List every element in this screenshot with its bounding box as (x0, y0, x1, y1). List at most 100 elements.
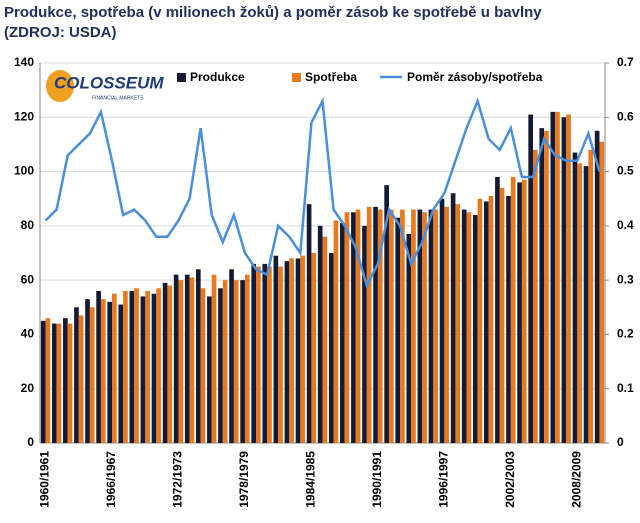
bar (300, 255, 305, 443)
bar (96, 291, 101, 443)
bar (599, 141, 605, 443)
bar (444, 206, 450, 443)
x-tick-label: 1984/1985 (304, 451, 318, 508)
bar (510, 177, 516, 443)
legend-label: Produkce (190, 70, 245, 84)
bar (195, 269, 201, 443)
bar (289, 258, 294, 443)
bar (56, 323, 62, 443)
bar (112, 293, 117, 443)
bar (129, 291, 135, 443)
bar (244, 274, 250, 443)
bar (306, 204, 312, 443)
logo: COLOSSEUM FINANCIAL MARKETS (46, 70, 164, 102)
bar (328, 253, 334, 443)
bar (450, 193, 456, 443)
legend-item: Produkce (177, 70, 245, 84)
bar (51, 323, 57, 443)
bar (373, 206, 378, 443)
y2-tick-label: 0.7 (617, 55, 634, 69)
bar (40, 320, 46, 443)
legend-label: Poměr zásoby/spotřeba (407, 70, 543, 84)
line (44, 96, 601, 289)
bar (488, 196, 494, 443)
bar (594, 130, 600, 443)
x-tick-label: 1978/1979 (237, 451, 251, 508)
bar (433, 209, 438, 443)
x-tick-label: 2002/2003 (503, 451, 517, 508)
x-tick-label: 1960/1961 (38, 451, 52, 508)
bar (207, 296, 212, 443)
bar (317, 225, 323, 443)
bar (67, 323, 73, 443)
bar (417, 209, 423, 443)
bar (284, 261, 290, 443)
bar (472, 215, 478, 443)
bar (528, 114, 533, 444)
bar (384, 185, 389, 443)
legend-swatch (292, 73, 301, 82)
y2-tick-label: 0.1 (617, 381, 634, 395)
bar (411, 209, 416, 443)
bar (388, 209, 394, 443)
bar (550, 111, 556, 443)
bar (85, 299, 90, 443)
bar (45, 318, 51, 443)
y-tick-label: 0 (27, 435, 34, 449)
bar (466, 212, 472, 443)
logo-icon (46, 70, 74, 102)
y-tick-label: 100 (14, 164, 34, 178)
legend-item: Poměr zásoby/spotřeba (380, 70, 543, 84)
bar (566, 114, 571, 444)
bar (577, 163, 582, 443)
bar (366, 206, 372, 443)
bar (156, 288, 161, 443)
bar (189, 277, 195, 443)
bar (588, 149, 594, 443)
legend-item: Spotřeba (292, 70, 357, 84)
y-tick-label: 60 (21, 272, 35, 286)
y2-tick-label: 0.3 (617, 272, 634, 286)
bar (532, 149, 538, 443)
bar (229, 269, 234, 443)
bar (583, 166, 589, 443)
bar (233, 280, 239, 443)
bar (555, 111, 560, 443)
bar (521, 179, 527, 443)
bar (145, 291, 150, 443)
bar (262, 263, 268, 443)
bar (140, 296, 146, 443)
bar (184, 274, 190, 443)
bar (273, 255, 279, 443)
y2-tick-label: 0.6 (617, 109, 634, 123)
bar (211, 274, 217, 443)
bar (484, 201, 489, 443)
bar (544, 130, 549, 443)
bar (89, 307, 95, 443)
bar (311, 253, 317, 443)
bar (256, 266, 261, 443)
bar (134, 288, 139, 443)
bar (517, 182, 522, 443)
chart-title: Produkce, spotřeba (v milionech žoků) a … (4, 4, 542, 21)
legend-label: Spotřeba (305, 70, 357, 84)
bar (278, 266, 283, 443)
bar (107, 301, 113, 443)
bar (477, 198, 483, 443)
bar (295, 258, 301, 443)
bar (455, 204, 461, 443)
bar (78, 315, 84, 443)
bar (151, 293, 157, 443)
bar (322, 236, 328, 443)
bar (355, 209, 361, 443)
bar (572, 152, 578, 444)
bar (118, 304, 124, 443)
bar (123, 291, 128, 443)
y-tick-label: 80 (21, 218, 35, 232)
bar (499, 187, 505, 443)
bar (200, 288, 206, 443)
x-tick-label: 1990/1991 (370, 451, 384, 508)
bar (162, 282, 168, 443)
bar (506, 196, 511, 443)
y2-tick-label: 0.2 (617, 327, 634, 341)
